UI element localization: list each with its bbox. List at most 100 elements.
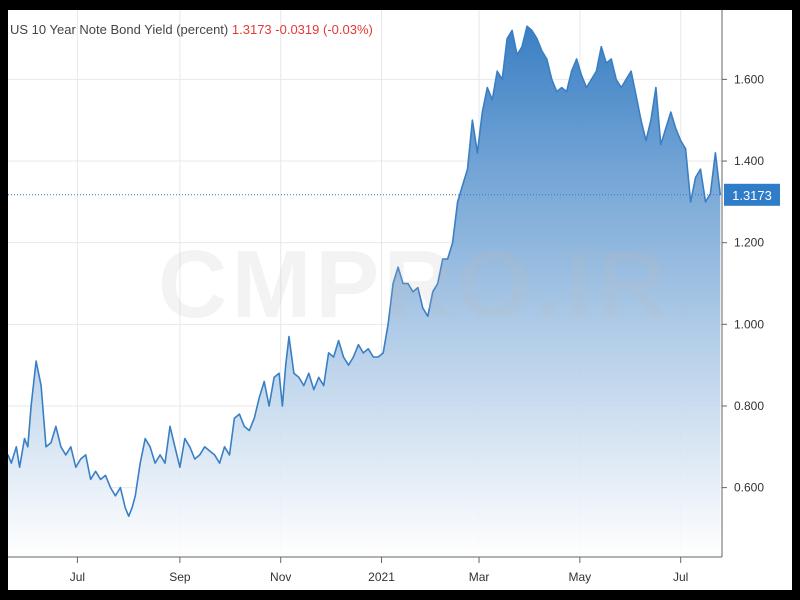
- data-point: [690, 201, 692, 203]
- data-point: [45, 446, 47, 448]
- data-point: [452, 242, 454, 244]
- data-point: [30, 405, 32, 407]
- data-point: [516, 54, 518, 56]
- data-point: [511, 29, 513, 31]
- data-point: [571, 70, 573, 72]
- data-point: [194, 458, 196, 460]
- data-point: [293, 372, 295, 374]
- data-point: [263, 380, 265, 383]
- data-point: [471, 119, 473, 121]
- x-tick-label: Jul: [70, 570, 85, 584]
- data-point: [580, 74, 583, 76]
- data-point: [407, 282, 409, 285]
- data-point: [526, 25, 528, 27]
- data-point: [85, 454, 87, 456]
- data-point: [536, 38, 538, 40]
- data-point: [387, 323, 389, 325]
- data-point: [189, 446, 191, 448]
- x-tick-label: 2021: [368, 570, 395, 584]
- data-point: [640, 119, 642, 121]
- data-point: [109, 487, 112, 489]
- data-point: [23, 438, 26, 440]
- data-point: [556, 91, 558, 93]
- data-point: [496, 70, 498, 72]
- data-point: [457, 201, 459, 203]
- data-point: [531, 29, 533, 31]
- data-point: [131, 507, 133, 509]
- data-point: [75, 466, 77, 468]
- x-tick-label: Jul: [673, 570, 688, 584]
- x-tick-label: Nov: [270, 570, 291, 584]
- data-point: [144, 438, 146, 440]
- axes: 0.600 0.800 1.000 1.200 1.400 1.600 Jul Sep Nov 2…: [8, 10, 764, 584]
- data-point: [19, 466, 21, 468]
- data-point: [253, 417, 255, 419]
- data-point: [635, 95, 637, 97]
- watermark: CMPRO.IR: [158, 231, 670, 338]
- data-point: [377, 356, 379, 358]
- series-line: [8, 25, 722, 517]
- data-point: [347, 364, 350, 366]
- data-point: [461, 184, 464, 187]
- data-point: [585, 87, 588, 89]
- data-point: [412, 291, 414, 293]
- area-fill: [8, 26, 721, 558]
- data-point: [95, 470, 97, 472]
- data-point: [303, 385, 305, 387]
- data-point: [288, 336, 290, 338]
- data-point: [154, 462, 156, 464]
- data-point: [233, 417, 235, 419]
- data-point: [219, 462, 221, 464]
- data-point: [392, 282, 394, 285]
- data-point: [100, 478, 102, 480]
- data-point: [258, 397, 260, 399]
- data-point: [119, 487, 121, 489]
- data-point: [35, 360, 37, 362]
- data-point: [541, 50, 543, 52]
- current-value-label: 1.3173: [732, 188, 772, 203]
- data-point: [625, 78, 627, 80]
- y-tick-label: 1.400: [734, 154, 764, 168]
- data-point: [367, 348, 369, 350]
- data-point: [685, 148, 687, 150]
- data-point: [680, 140, 682, 142]
- data-point: [442, 258, 444, 260]
- data-point: [576, 58, 578, 60]
- data-point: [397, 266, 399, 268]
- bond-yield-chart[interactable]: 0.600 0.800 1.000 1.200 1.400 1.600 Jul Sep Nov 2…: [8, 10, 792, 590]
- x-tick-label: May: [569, 570, 592, 584]
- data-point: [615, 78, 617, 80]
- data-point: [8, 454, 9, 456]
- data-point: [342, 356, 345, 358]
- data-point: [417, 287, 419, 289]
- data-point: [70, 446, 72, 448]
- data-point: [318, 376, 320, 378]
- data-point: [159, 454, 161, 456]
- data-point: [501, 78, 503, 80]
- data-point: [285, 364, 287, 366]
- data-point: [466, 168, 469, 170]
- data-point: [402, 282, 404, 285]
- data-point: [476, 152, 478, 154]
- data-point: [204, 446, 206, 448]
- data-point: [65, 454, 67, 456]
- data-point: [60, 446, 62, 448]
- data-point: [695, 176, 697, 178]
- data-point: [128, 515, 130, 517]
- data-point: [338, 340, 340, 342]
- data-point: [209, 450, 211, 452]
- data-point: [382, 352, 384, 354]
- data-point: [566, 91, 568, 93]
- data-point: [90, 478, 92, 480]
- data-point: [486, 87, 488, 89]
- data-point: [551, 78, 553, 80]
- data-point: [40, 385, 42, 387]
- data-point: [372, 356, 374, 358]
- data-point: [184, 438, 186, 440]
- data-point: [238, 413, 240, 415]
- y-tick-label: 1.000: [734, 317, 764, 331]
- y-tick-label: 0.600: [734, 481, 764, 495]
- data-point: [605, 62, 607, 64]
- data-point: [10, 462, 12, 464]
- data-point: [333, 356, 335, 358]
